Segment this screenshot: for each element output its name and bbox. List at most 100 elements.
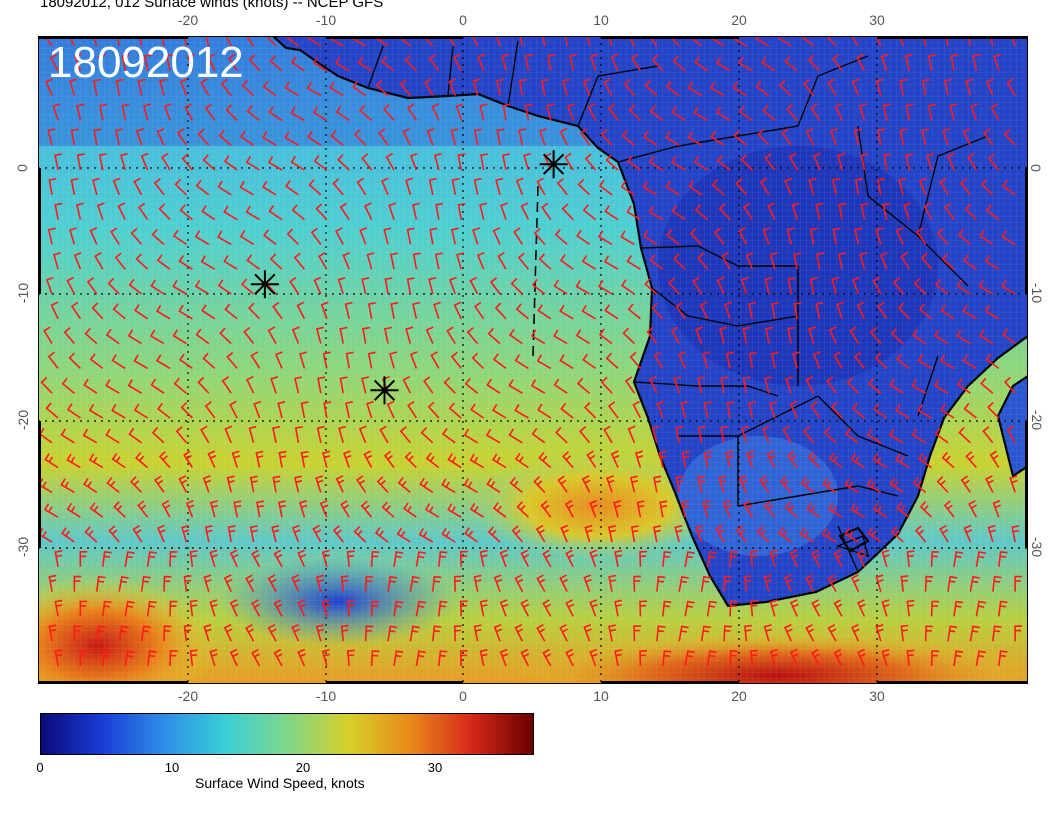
wind-barb bbox=[533, 228, 546, 245]
wind-barb bbox=[621, 129, 635, 146]
wind-barb bbox=[816, 252, 825, 270]
wind-barb bbox=[163, 103, 172, 121]
wind-barb bbox=[700, 625, 711, 642]
wind-barb bbox=[479, 103, 488, 121]
wind-barb bbox=[197, 376, 210, 394]
wind-barb bbox=[246, 105, 261, 122]
wind-barb bbox=[665, 180, 680, 196]
wind-barb bbox=[1001, 179, 1016, 196]
wind-barb bbox=[202, 154, 216, 171]
wind-barb bbox=[473, 301, 485, 320]
wind-barb bbox=[1002, 328, 1016, 345]
wind-barb bbox=[83, 378, 98, 394]
wind-barb bbox=[360, 500, 373, 518]
wind-barb bbox=[284, 81, 299, 97]
wind-barb bbox=[956, 378, 971, 394]
wind-barb bbox=[306, 81, 322, 97]
wind-barb bbox=[223, 205, 238, 221]
wind-barb bbox=[965, 78, 974, 96]
wind-barb bbox=[223, 574, 233, 592]
wind-barb bbox=[441, 527, 456, 543]
wind-barb bbox=[73, 625, 82, 642]
wind-barb bbox=[762, 104, 776, 122]
wind-barb bbox=[385, 152, 395, 171]
wind-barb bbox=[980, 178, 994, 196]
wind-barb bbox=[485, 428, 501, 444]
wind-barb bbox=[404, 451, 417, 469]
wind-barb bbox=[748, 351, 757, 369]
wind-barb bbox=[808, 177, 817, 196]
wind-barb bbox=[514, 354, 529, 370]
wind-barb bbox=[105, 428, 120, 444]
wind-barb bbox=[487, 327, 501, 345]
wind-barb bbox=[681, 500, 690, 518]
wind-barb bbox=[786, 103, 798, 121]
wind-barb bbox=[678, 575, 689, 592]
wind-barb bbox=[646, 326, 658, 345]
wind-barb bbox=[313, 276, 322, 295]
wind-barb bbox=[559, 304, 574, 320]
wind-barb bbox=[197, 128, 210, 146]
wind-barb bbox=[926, 152, 935, 171]
wind-barb bbox=[267, 624, 277, 642]
wind-barb bbox=[969, 625, 981, 642]
wind-barb bbox=[133, 354, 148, 370]
wind-barb bbox=[912, 328, 927, 345]
wind-barb bbox=[815, 202, 824, 220]
lon-tick-bottom-6: 30 bbox=[869, 688, 885, 704]
wind-barb bbox=[587, 103, 597, 121]
wind-barb bbox=[407, 400, 418, 419]
wind-barb bbox=[692, 276, 703, 295]
wind-barb bbox=[492, 353, 507, 370]
wind-barb bbox=[294, 376, 302, 394]
wind-barb bbox=[827, 78, 837, 97]
wind-barb bbox=[533, 476, 546, 493]
wind-barb bbox=[204, 103, 216, 121]
wind-barb bbox=[872, 453, 888, 469]
wind-barb bbox=[720, 425, 728, 443]
wind-barb bbox=[499, 202, 508, 220]
wind-barb bbox=[105, 328, 120, 345]
wind-map[interactable] bbox=[38, 36, 1028, 684]
wind-barb bbox=[809, 227, 818, 245]
wind-barb bbox=[969, 575, 981, 592]
wind-barb bbox=[195, 179, 210, 196]
wind-barb bbox=[98, 53, 107, 72]
wind-barb bbox=[987, 153, 1000, 171]
wind-barb bbox=[879, 251, 888, 270]
wind-barb bbox=[245, 624, 255, 642]
wind-barb bbox=[765, 326, 774, 344]
wind-barb bbox=[653, 351, 664, 369]
wind-barb bbox=[204, 36, 210, 47]
wind-barb bbox=[634, 450, 644, 468]
wind-barb bbox=[633, 625, 642, 642]
wind-barb bbox=[812, 351, 821, 369]
wind-barb bbox=[317, 376, 326, 394]
wind-barb bbox=[784, 55, 798, 72]
wind-barb bbox=[710, 130, 725, 146]
wind-barb bbox=[66, 403, 81, 419]
wind-barb bbox=[469, 276, 479, 295]
wind-barb bbox=[561, 203, 574, 221]
wind-barb bbox=[927, 103, 936, 121]
wind-barb bbox=[899, 36, 904, 47]
wind-barb bbox=[953, 600, 964, 617]
wind-barb bbox=[632, 400, 642, 419]
wind-barb bbox=[524, 103, 533, 121]
wind-barb bbox=[853, 128, 862, 146]
wind-barb bbox=[380, 177, 389, 196]
wind-barb bbox=[495, 177, 504, 196]
wind-barb bbox=[911, 379, 926, 394]
wind-barb bbox=[479, 599, 488, 617]
wind-barb bbox=[463, 478, 479, 494]
wind-barb bbox=[738, 227, 748, 245]
wind-barb bbox=[96, 625, 106, 642]
wind-barb bbox=[207, 450, 217, 468]
wind-barb bbox=[227, 53, 238, 72]
wind-barb bbox=[425, 326, 434, 344]
wind-barb bbox=[229, 599, 239, 617]
wind-barb bbox=[905, 153, 914, 171]
wind-barb bbox=[823, 426, 837, 444]
wind-barb bbox=[346, 649, 355, 667]
wind-barb bbox=[666, 229, 680, 246]
